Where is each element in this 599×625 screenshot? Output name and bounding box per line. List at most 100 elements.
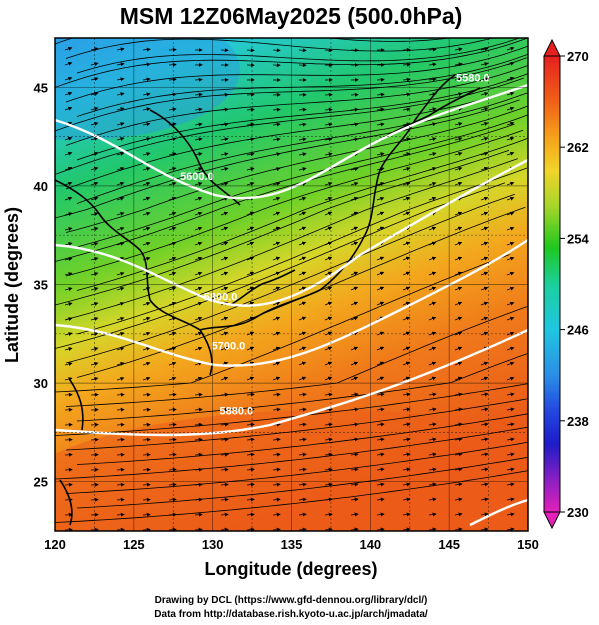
wind-arrow [168, 181, 177, 186]
wind-arrow [116, 376, 125, 381]
wind-arrow [168, 107, 177, 112]
wind-arrow [116, 437, 125, 442]
wind-arrow [90, 166, 99, 171]
wind-arrow [454, 92, 463, 97]
wind-arrow [168, 167, 177, 171]
wind-arrow [168, 152, 177, 157]
wind-arrow [324, 346, 333, 351]
wind-arrow [428, 346, 437, 351]
wind-arrow [428, 256, 437, 261]
wind-arrow [428, 77, 437, 82]
wind-arrow [116, 47, 125, 52]
wind-arrow [454, 241, 463, 246]
wind-arrow [142, 482, 151, 487]
wind-arrow [506, 271, 515, 276]
wind-arrow [142, 361, 151, 366]
wind-arrow [376, 301, 385, 306]
wind-arrow [428, 241, 437, 246]
wind-arrow [402, 196, 411, 201]
wind-arrow [116, 151, 125, 156]
wind-arrow [220, 467, 229, 472]
wind-arrow [116, 181, 125, 186]
streamline [76, 137, 528, 291]
wind-arrow [428, 196, 437, 201]
wind-arrow [480, 482, 489, 487]
wind-arrow [324, 407, 333, 412]
wind-arrow [142, 497, 151, 502]
wind-arrow [194, 452, 203, 457]
wind-arrow [298, 241, 307, 246]
wind-arrow [90, 106, 99, 111]
wind-arrow [350, 137, 359, 142]
lat-tick-label: 40 [34, 179, 48, 194]
wind-arrow [90, 287, 99, 291]
credit-drawing: Drawing by DCL (https://www.gfd-dennou.o… [155, 595, 428, 606]
wind-arrow [64, 46, 73, 51]
wind-arrow [298, 271, 307, 276]
wind-arrow [454, 361, 463, 366]
wind-arrow [90, 151, 99, 156]
wind-arrow [220, 152, 229, 157]
plot-frame [54, 37, 529, 532]
wind-arrow [480, 121, 489, 126]
wind-arrow [454, 376, 463, 381]
wind-arrow [90, 47, 99, 52]
wind-arrow [506, 76, 515, 81]
wind-arrow [246, 376, 255, 381]
wind-arrow [298, 48, 307, 53]
wind-arrow [428, 376, 437, 381]
wind-arrow [428, 107, 437, 112]
wind-arrow [90, 227, 99, 231]
wind-arrow [324, 256, 333, 261]
wind-arrow [272, 376, 281, 381]
wind-arrow [168, 482, 177, 487]
map-title: MSM 12Z06May2025 (500.0hPa) [120, 3, 463, 29]
wind-arrow [116, 107, 125, 112]
wind-arrow [480, 107, 489, 111]
wind-arrow [272, 196, 281, 201]
wind-arrow [116, 512, 125, 517]
wind-arrow [142, 152, 151, 156]
wind-arrow [376, 497, 385, 502]
wind-arrow [116, 226, 125, 231]
wind-arrow [298, 452, 307, 457]
height-contours [55, 83, 528, 527]
wind-arrow [168, 497, 177, 502]
colorbar-tick-label: 238 [567, 414, 589, 429]
streamline [65, 45, 528, 103]
wind-arrow [142, 527, 151, 531]
colorbar-tick-label: 270 [567, 49, 589, 64]
wind-arrow [272, 286, 281, 291]
wind-arrow [272, 437, 281, 442]
wind-arrow [220, 437, 229, 442]
wind-arrow [428, 497, 437, 502]
wind-arrow [480, 47, 489, 52]
wind-arrow [402, 422, 411, 427]
wind-arrow [454, 437, 463, 442]
lon-tick-label: 135 [281, 537, 303, 552]
latitude-ticks: 25 30 35 40 45 [34, 80, 48, 489]
wind-arrow [194, 316, 203, 321]
wind-arrow [480, 407, 489, 412]
wind-arrow [506, 61, 515, 66]
wind-arrow [220, 407, 229, 412]
wind-arrow [350, 211, 359, 216]
wind-arrow [220, 256, 229, 261]
wind-arrow [64, 302, 73, 306]
wind-arrow [168, 286, 177, 291]
wind-arrow [64, 61, 73, 66]
wind-arrow [454, 256, 463, 261]
wind-arrow [142, 166, 151, 171]
wind-arrow [506, 151, 515, 156]
wind-arrow [168, 467, 177, 472]
wind-arrow [402, 92, 411, 97]
wind-arrow [246, 392, 255, 397]
wind-arrow [350, 92, 359, 97]
streamline [65, 441, 528, 494]
wind-arrow [324, 482, 333, 487]
wind-arrow [298, 211, 307, 216]
wind-arrow [402, 392, 411, 397]
wind-arrow [298, 167, 307, 172]
wind-arrow [272, 527, 281, 531]
lat-lon-grid [55, 38, 528, 531]
